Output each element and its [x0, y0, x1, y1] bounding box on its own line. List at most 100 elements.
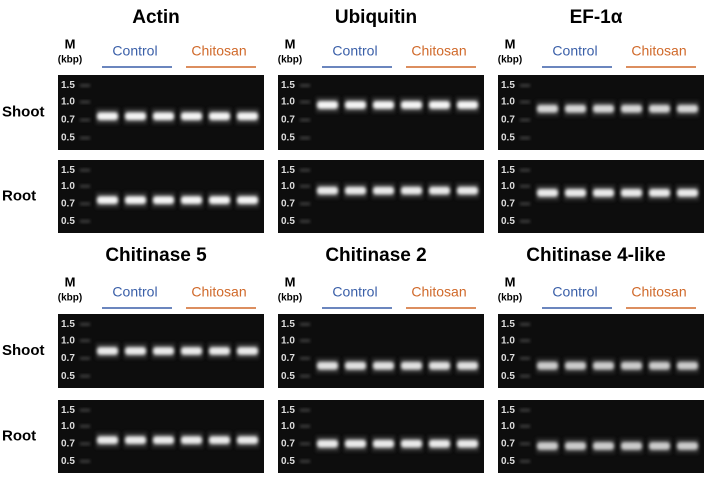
ladder-band [300, 220, 310, 223]
ladder-band [300, 202, 310, 205]
band [593, 441, 614, 450]
band [209, 347, 230, 355]
band [677, 104, 698, 113]
ladder-band [520, 409, 530, 412]
ladder-label: 1.0 [61, 421, 75, 432]
unit-label: (kbp) [58, 55, 82, 66]
band [401, 101, 422, 109]
ladder-band [300, 339, 310, 342]
ladder-label: 1.0 [281, 421, 295, 432]
ladder-band [80, 137, 90, 139]
group-label: Control [552, 284, 597, 300]
band [317, 361, 338, 370]
ladder-label: 0.7 [281, 353, 295, 364]
band [153, 196, 174, 205]
row-label: Root [2, 187, 36, 204]
ladder-label: 1.0 [501, 181, 515, 192]
ladder-label: 1.0 [281, 97, 295, 108]
ladder-label: 0.7 [61, 353, 75, 364]
band [209, 436, 230, 445]
ladder-label: 1.0 [501, 97, 515, 108]
group-label: Chitosan [191, 43, 246, 59]
band [621, 104, 642, 113]
band [97, 196, 118, 205]
band [125, 347, 146, 355]
ladder-band [80, 220, 90, 223]
ladder-band [300, 357, 310, 360]
group-label: Control [112, 284, 157, 300]
ladder-label: 1.0 [501, 335, 515, 346]
band [97, 436, 118, 445]
band [457, 439, 478, 448]
ladder-label: 0.7 [281, 198, 295, 209]
group-label: Control [552, 43, 597, 59]
band [429, 101, 450, 109]
band [401, 186, 422, 195]
marker-label: M [65, 36, 76, 51]
band [125, 196, 146, 205]
band [153, 112, 174, 121]
ladder-band [520, 442, 530, 445]
ladder-label: 0.5 [501, 216, 515, 227]
ladder-band [80, 202, 90, 205]
band [457, 101, 478, 109]
band [317, 186, 338, 195]
ladder-band [80, 185, 90, 188]
ladder-band [300, 460, 310, 463]
band [649, 361, 670, 370]
marker-label: M [505, 36, 516, 51]
band [181, 112, 202, 121]
ladder-band [520, 323, 530, 326]
ladder-band [300, 169, 310, 172]
ladder-band [80, 84, 90, 87]
ladder-band [520, 339, 530, 342]
band [677, 361, 698, 370]
ladder-label: 0.5 [501, 133, 515, 144]
band [125, 112, 146, 121]
band [621, 188, 642, 197]
band [125, 436, 146, 445]
band [209, 196, 230, 205]
unit-label: (kbp) [58, 293, 82, 304]
group-label: Chitosan [631, 284, 686, 300]
group-label: Chitosan [191, 284, 246, 300]
ladder-label: 0.7 [61, 115, 75, 126]
ladder-band [80, 119, 90, 121]
ladder-label: 1.5 [61, 319, 75, 330]
ladder-band [520, 84, 530, 87]
ladder-band [80, 101, 90, 103]
band [649, 441, 670, 450]
band [373, 101, 394, 109]
ladder-band [80, 460, 90, 463]
row-label: Root [2, 427, 36, 444]
ladder-label: 0.5 [61, 133, 75, 144]
band [677, 441, 698, 450]
ladder-label: 1.5 [61, 165, 75, 176]
ladder-band [520, 425, 530, 428]
band [649, 188, 670, 197]
ladder-band [520, 101, 530, 103]
ladder-label: 1.0 [61, 335, 75, 346]
band [537, 441, 558, 450]
ladder-band [520, 137, 530, 139]
ladder-band [520, 119, 530, 121]
ladder-label: 0.7 [61, 198, 75, 209]
ladder-band [80, 425, 90, 428]
band [565, 104, 586, 113]
ladder-band [80, 442, 90, 445]
ladder-band [80, 339, 90, 342]
ladder-band [80, 323, 90, 326]
ladder-label: 0.7 [281, 115, 295, 126]
band [237, 112, 258, 121]
ladder-label: 0.5 [61, 456, 75, 467]
ladder-label: 0.5 [281, 216, 295, 227]
panel-title: Chitinase 4-like [526, 245, 665, 266]
ladder-band [80, 409, 90, 412]
band [97, 347, 118, 355]
ladder-band [300, 137, 310, 139]
ladder-label: 0.7 [281, 438, 295, 449]
ladder-band [520, 185, 530, 188]
band [677, 188, 698, 197]
band [153, 436, 174, 445]
